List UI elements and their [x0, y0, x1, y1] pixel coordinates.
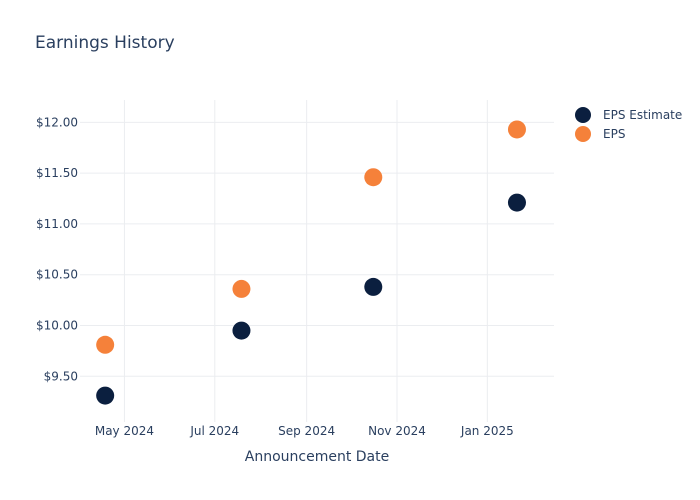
y-tick-label: $11.00 [36, 217, 78, 231]
x-tick-label: Sep 2024 [278, 424, 335, 438]
legend-item-eps-estimate[interactable]: EPS Estimate [575, 107, 682, 123]
y-tick-label: $12.00 [36, 115, 78, 129]
eps-point[interactable] [232, 279, 251, 298]
eps-estimate-point[interactable] [507, 193, 526, 212]
x-axis-ticks: May 2024 Jul 2024 Sep 2024 Nov 2024 Jan 2025 [95, 424, 514, 438]
y-axis-ticks: $9.50 $10.00 $10.50 $11.00 $11.50 $12.00 [36, 115, 78, 383]
eps-point[interactable] [507, 120, 526, 139]
eps-estimate-point[interactable] [232, 321, 251, 340]
chart-title: Earnings History [35, 33, 175, 53]
y-tick-label: $10.50 [36, 268, 78, 282]
x-axis-title: Announcement Date [245, 449, 389, 465]
y-tick-label: $11.50 [36, 166, 78, 180]
legend-label: EPS Estimate [603, 108, 682, 122]
legend[interactable]: EPS Estimate EPS [575, 107, 682, 142]
x-tick-label: Jul 2024 [189, 424, 239, 438]
legend-item-eps[interactable]: EPS [575, 126, 625, 142]
legend-label: EPS [603, 127, 625, 141]
x-tick-label: Nov 2024 [368, 424, 426, 438]
eps-estimate-point[interactable] [96, 386, 115, 405]
legend-marker [575, 126, 591, 142]
x-tick-label: Jan 2025 [460, 424, 514, 438]
legend-marker [575, 107, 591, 123]
eps-point[interactable] [364, 168, 383, 187]
grid [80, 100, 554, 422]
eps-estimate-point[interactable] [364, 277, 383, 296]
data-points[interactable] [96, 120, 526, 405]
x-tick-label: May 2024 [95, 424, 154, 438]
eps-point[interactable] [96, 335, 115, 354]
y-tick-label: $9.50 [44, 369, 78, 383]
y-tick-label: $10.00 [36, 319, 78, 333]
